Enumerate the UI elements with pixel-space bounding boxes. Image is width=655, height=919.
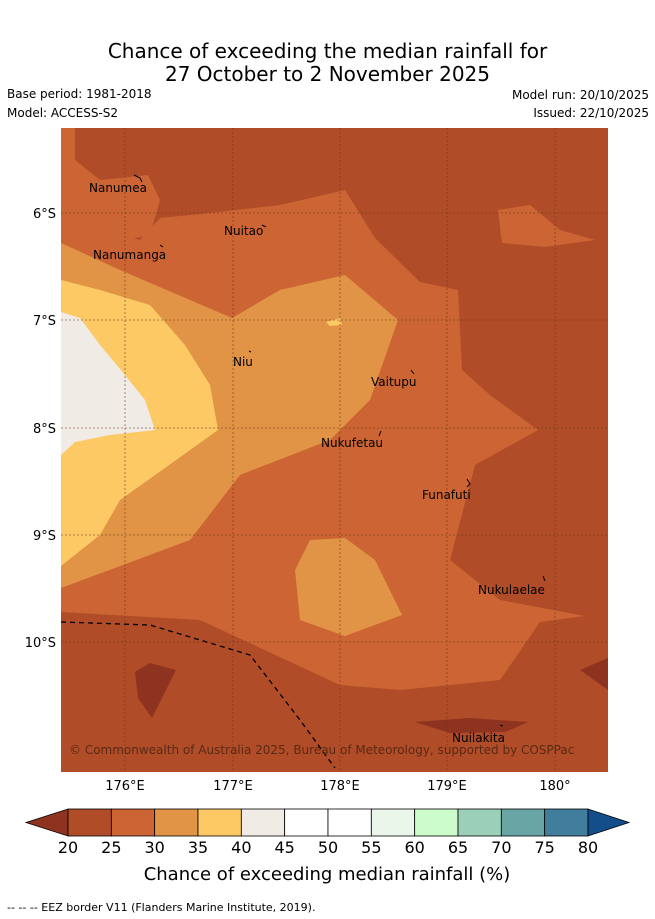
lat-tick-6s: 6°S <box>33 207 56 222</box>
colorbar-segment <box>500 808 546 837</box>
contour-30-35-south <box>295 538 402 636</box>
lat-tick-7s: 7°S <box>33 314 56 329</box>
page-title: Chance of exceeding the median rainfall … <box>0 40 655 86</box>
copyright-notice: © Commonwealth of Australia 2025, Bureau… <box>69 743 574 757</box>
place-label-funafuti: Funafuti <box>422 488 471 502</box>
model-name: Model: ACCESS-S2 <box>7 106 119 120</box>
lat-tick-8s: 8°S <box>33 422 56 437</box>
colorbar-tick: 60 <box>404 838 424 857</box>
colorbar-tick: 45 <box>274 838 294 857</box>
colorbar-tick: 40 <box>231 838 251 857</box>
colorbar-tick: 50 <box>318 838 338 857</box>
lon-tick-177e: 177°E <box>213 779 253 794</box>
island-nanumanga <box>159 244 164 248</box>
island-nanumea <box>133 174 143 183</box>
place-label-nuilakita: Nuilakita <box>452 731 505 745</box>
contour-nanumea-region <box>61 128 160 245</box>
base-period: Base period: 1981-2018 <box>7 87 152 101</box>
colorbar-segment <box>110 808 156 837</box>
colorbar-segment <box>544 808 589 837</box>
rainfall-probability-map: Nanumea Nuitao Nanumanga Niu Vaitupu Nuk… <box>61 128 608 772</box>
place-label-vaitupu: Vaitupu <box>371 375 417 389</box>
issued-date: Issued: 22/10/2025 <box>533 106 649 120</box>
model-run: Model run: 20/10/2025 <box>511 88 649 102</box>
longitude-tick-labels: 176°E 177°E 178°E 179°E 180° <box>105 779 570 794</box>
colorbar-label: Chance of exceeding median rainfall (%) <box>144 864 511 885</box>
colorbar-segment <box>240 808 286 837</box>
lon-tick-179e: 179°E <box>427 779 467 794</box>
colorbar-tick: 80 <box>578 838 598 857</box>
island-vaitupu <box>410 369 415 375</box>
place-label-nukulaelae: Nukulaelae <box>478 583 545 597</box>
lat-tick-9s: 9°S <box>33 529 56 544</box>
contour-25-30-east <box>498 205 595 247</box>
graticule <box>61 128 608 772</box>
lon-tick-180: 180° <box>539 779 570 794</box>
contour-20-25-west <box>135 663 176 718</box>
colorbar-tick: 25 <box>101 838 121 857</box>
colorbar-segment <box>327 808 372 837</box>
colorbar-extend-high <box>587 808 631 837</box>
island-nuilakita <box>499 724 504 727</box>
colorbar-tick: 20 <box>58 838 78 857</box>
colorbar-tick: 30 <box>144 838 164 857</box>
title-line-1: Chance of exceeding the median rainfall … <box>107 39 548 63</box>
lat-tick-10s: 10°S <box>25 636 56 651</box>
place-label-nanumea: Nanumea <box>89 181 147 195</box>
latitude-tick-labels: 6°S 7°S 8°S 9°S 10°S <box>25 207 56 651</box>
colorbar-segment <box>197 808 242 837</box>
colorbar-segment <box>457 808 502 837</box>
lon-tick-178e: 178°E <box>320 779 360 794</box>
colorbar-segment <box>67 808 112 837</box>
place-label-nanumanga: Nanumanga <box>93 248 166 262</box>
island-nukulaelae <box>542 575 546 582</box>
colorbar-extend-low <box>24 808 69 837</box>
eez-border-line <box>61 621 336 769</box>
colorbar-segment <box>284 808 329 837</box>
island-niu <box>248 350 252 353</box>
colorbar-tick: 75 <box>534 838 554 857</box>
colorbar-tick-labels: 20 25 30 35 40 45 50 55 60 65 70 75 80 <box>58 838 598 857</box>
colorbar <box>24 808 631 837</box>
colorbar-tick: 70 <box>491 838 511 857</box>
lon-tick-176e: 176°E <box>105 779 145 794</box>
title-line-2: 27 October to 2 November 2025 <box>164 62 491 86</box>
colorbar-tick: 35 <box>188 838 208 857</box>
colorbar-segment <box>154 808 199 837</box>
place-label-niu: Niu <box>233 355 253 369</box>
place-label-nuitao: Nuitao <box>224 224 263 238</box>
contour-40-45 <box>61 312 155 455</box>
island-nuitao <box>261 224 267 228</box>
island-funafuti <box>466 478 471 488</box>
colorbar-segment <box>370 808 416 837</box>
eez-footnote: -- -- -- EEZ border V11 (Flanders Marine… <box>7 901 316 914</box>
island-markers <box>133 174 546 727</box>
colorbar-tick: 55 <box>361 838 381 857</box>
place-label-nukufetau: Nukufetau <box>321 436 383 450</box>
contour-20-25-east <box>580 658 608 690</box>
colorbar-tick: 65 <box>448 838 468 857</box>
island-nukufetau <box>378 430 382 437</box>
colorbar-segment <box>414 808 459 837</box>
contour-20-25-south <box>415 718 528 733</box>
